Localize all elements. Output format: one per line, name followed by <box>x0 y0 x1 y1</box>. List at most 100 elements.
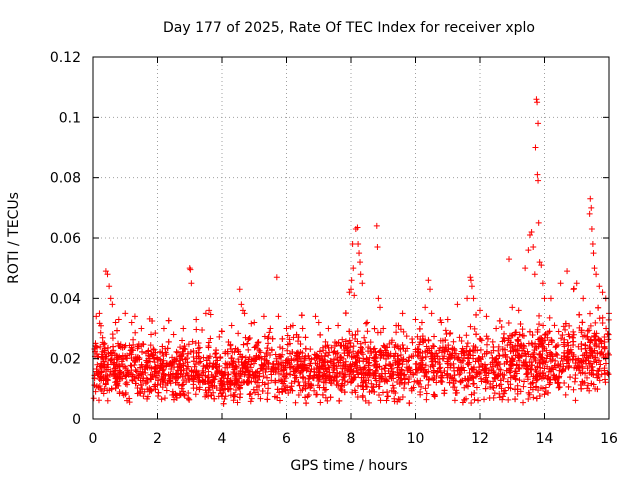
data-point <box>173 392 180 399</box>
data-point <box>541 331 548 338</box>
data-point <box>96 320 103 327</box>
data-point <box>205 339 212 346</box>
data-point <box>370 371 377 378</box>
data-point <box>336 397 343 404</box>
data-point <box>235 356 242 363</box>
data-point <box>159 360 166 367</box>
data-point <box>157 381 164 388</box>
data-point <box>371 355 378 362</box>
data-point <box>497 377 504 384</box>
data-point <box>332 342 339 349</box>
data-point <box>425 277 432 284</box>
data-point <box>554 380 561 387</box>
data-point <box>588 350 595 357</box>
data-point <box>234 346 241 353</box>
data-point <box>180 388 187 395</box>
data-point <box>458 365 465 372</box>
data-point <box>264 345 271 352</box>
data-point <box>222 360 229 367</box>
data-point <box>354 328 361 335</box>
data-point <box>562 326 569 333</box>
data-point <box>600 351 607 358</box>
data-point <box>349 241 356 248</box>
data-point <box>541 358 548 365</box>
data-point <box>422 362 429 369</box>
grid-lines <box>93 57 609 419</box>
data-point <box>331 348 338 355</box>
data-point <box>246 335 253 342</box>
data-point <box>302 334 309 341</box>
data-point <box>186 396 193 403</box>
data-point <box>320 384 327 391</box>
data-point <box>535 343 542 350</box>
data-point <box>467 323 474 330</box>
data-point <box>202 387 209 394</box>
data-point <box>483 348 490 355</box>
data-point <box>601 344 608 351</box>
data-point <box>552 376 559 383</box>
data-point <box>362 379 369 386</box>
data-point <box>586 343 593 350</box>
data-point <box>113 378 120 385</box>
data-point <box>106 387 113 394</box>
data-point <box>316 357 323 364</box>
data-point <box>330 377 337 384</box>
data-point <box>526 231 533 238</box>
data-point <box>394 364 401 371</box>
data-point <box>255 338 262 345</box>
data-point <box>450 338 457 345</box>
data-point <box>158 396 165 403</box>
data-point <box>227 346 234 353</box>
data-point <box>93 366 100 373</box>
data-point <box>99 339 106 346</box>
data-point <box>287 386 294 393</box>
x-tick-label: 10 <box>407 431 425 447</box>
y-tick-label: 0.12 <box>50 50 81 66</box>
data-point <box>512 396 519 403</box>
data-point <box>512 329 519 336</box>
data-point <box>123 372 130 379</box>
data-point <box>456 334 463 341</box>
data-point <box>341 350 348 357</box>
data-point <box>213 361 220 368</box>
data-point <box>376 363 383 370</box>
data-point <box>372 349 379 356</box>
data-point <box>405 379 412 386</box>
data-point <box>325 373 332 380</box>
data-point <box>251 355 258 362</box>
data-point <box>346 328 353 335</box>
data-point <box>528 228 535 235</box>
data-point <box>489 363 496 370</box>
data-point <box>585 355 592 362</box>
data-point <box>377 304 384 311</box>
data-point <box>599 320 606 327</box>
data-point <box>155 389 162 396</box>
data-point <box>186 376 193 383</box>
data-point <box>165 317 172 324</box>
data-point <box>465 376 472 383</box>
data-point <box>570 328 577 335</box>
data-point <box>499 371 506 378</box>
data-point <box>206 360 213 367</box>
data-point <box>383 355 390 362</box>
data-point <box>226 361 233 368</box>
data-point <box>452 389 459 396</box>
data-point <box>578 340 585 347</box>
data-point <box>521 378 528 385</box>
data-point <box>123 379 130 386</box>
data-point <box>170 331 177 338</box>
data-point <box>232 386 239 393</box>
data-point <box>475 397 482 404</box>
data-point <box>542 331 549 338</box>
data-point <box>93 313 100 320</box>
data-point <box>265 380 272 387</box>
data-point <box>150 345 157 352</box>
data-point <box>456 371 463 378</box>
data-point <box>547 295 554 302</box>
data-point <box>483 341 490 348</box>
data-point <box>470 375 477 382</box>
data-point <box>122 373 129 380</box>
data-point <box>505 337 512 344</box>
data-point <box>570 331 577 338</box>
data-point <box>376 348 383 355</box>
